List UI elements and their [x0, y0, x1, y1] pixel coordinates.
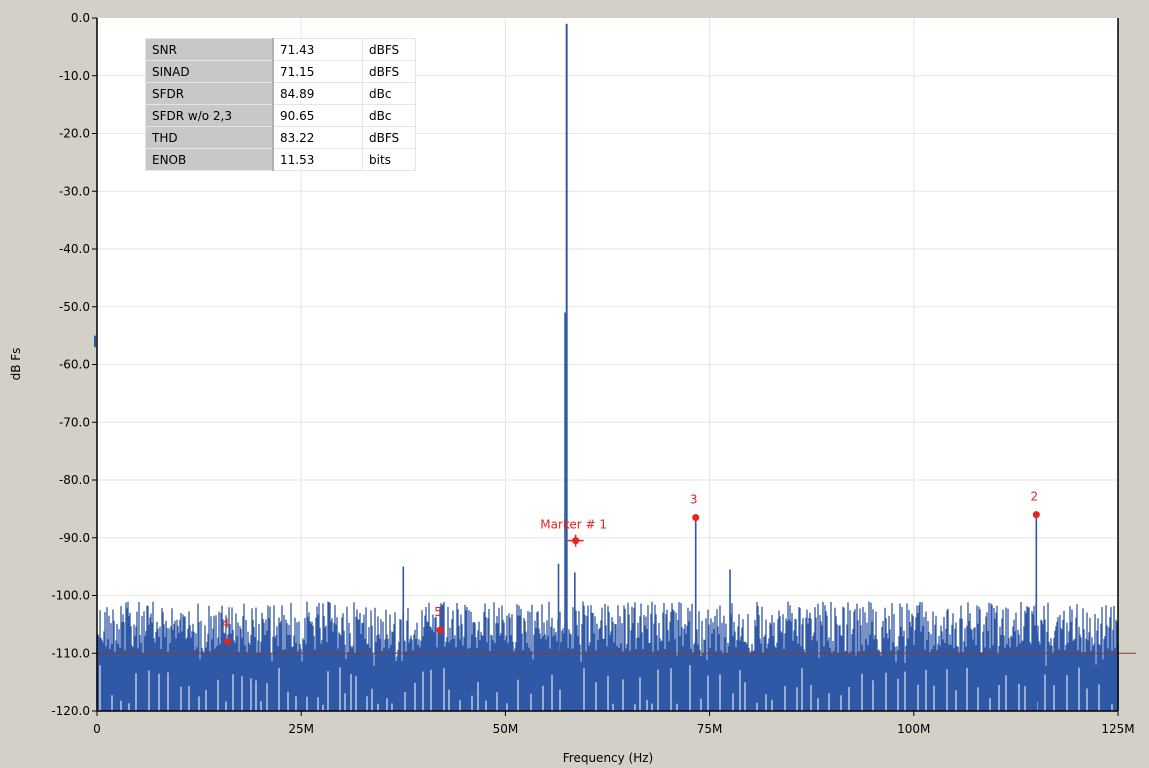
- x-tick-label: 50M: [493, 722, 519, 736]
- y-axis-title: dB Fs: [9, 348, 23, 381]
- stat-value: 90.65: [272, 104, 363, 127]
- stat-name: SFDR: [145, 82, 274, 105]
- y-tick-label: -70.0: [59, 415, 90, 429]
- stats-row: SFDR 84.89 dBc: [145, 82, 416, 105]
- marker-label: Marker # 1: [540, 518, 607, 532]
- y-tick-label: -90.0: [59, 531, 90, 545]
- y-tick-label: -60.0: [59, 358, 90, 372]
- y-tick-label: 0.0: [71, 11, 90, 25]
- marker-label: 3: [690, 493, 698, 507]
- y-tick-label: -50.0: [59, 300, 90, 314]
- noise-spectrum-gaps: [99, 665, 1113, 711]
- y-tick-label: -120.0: [51, 704, 90, 718]
- stat-name: SFDR w/o 2,3: [145, 104, 274, 127]
- x-tick-label: 75M: [697, 722, 723, 736]
- stat-value: 83.22: [272, 126, 363, 149]
- stats-row: ENOB 11.53 bits: [145, 148, 416, 171]
- y-tick-label: -40.0: [59, 242, 90, 256]
- y-tick-label: -80.0: [59, 473, 90, 487]
- stats-row: SFDR w/o 2,3 90.65 dBc: [145, 104, 416, 127]
- stat-name: THD: [145, 126, 274, 149]
- stat-unit: dBFS: [362, 60, 416, 83]
- stat-name: SNR: [145, 38, 274, 61]
- markers: 2 3 4 5 Marker # 1: [222, 490, 1040, 646]
- stat-value: 71.15: [272, 60, 363, 83]
- x-axis-ticks: 0 25M 50M 75M 100M 125M: [93, 711, 1135, 736]
- stats-row: THD 83.22 dBFS: [145, 126, 416, 149]
- y-axis-ticks: 0.0 -10.0 -20.0 -30.0 -40.0 -50.0 -60.0 -70.0 -8…: [51, 11, 97, 718]
- x-tick-label: 125M: [1101, 722, 1134, 736]
- marker-label: 5: [434, 605, 442, 619]
- stat-value: 84.89: [272, 82, 363, 105]
- y-tick-label: -30.0: [59, 184, 90, 198]
- marker-label: 4: [222, 617, 230, 631]
- stat-unit: dBFS: [362, 126, 416, 149]
- y-tick-label: -100.0: [51, 589, 90, 603]
- stats-table: SNR 71.43 dBFS SINAD 71.15 dBFS SFDR 84.89 dBc SF…: [145, 38, 416, 171]
- x-axis-title: Frequency (Hz): [563, 751, 654, 765]
- y-tick-label: -10.0: [59, 69, 90, 83]
- stat-unit: dBFS: [362, 38, 416, 61]
- stat-value: 11.53: [272, 148, 363, 171]
- y-tick-label: -20.0: [59, 127, 90, 141]
- stat-name: ENOB: [145, 148, 274, 171]
- stat-unit: bits: [362, 148, 416, 171]
- x-tick-label: 100M: [897, 722, 930, 736]
- marker-dot[interactable]: [224, 638, 232, 646]
- x-tick-label: 0: [93, 722, 101, 736]
- marker-label: 2: [1030, 490, 1038, 504]
- stat-value: 71.43: [272, 38, 363, 61]
- stats-row: SINAD 71.15 dBFS: [145, 60, 416, 83]
- stat-unit: dBc: [362, 82, 416, 105]
- marker-dot[interactable]: [1032, 511, 1040, 519]
- marker-dot[interactable]: [436, 626, 444, 634]
- spur-lines: [402, 23, 1038, 711]
- stat-unit: dBc: [362, 104, 416, 127]
- stat-name: SINAD: [145, 60, 274, 83]
- stats-row: SNR 71.43 dBFS: [145, 38, 416, 61]
- marker-dot[interactable]: [692, 514, 700, 522]
- y-tick-label: -110.0: [51, 646, 90, 660]
- x-tick-label: 25M: [288, 722, 314, 736]
